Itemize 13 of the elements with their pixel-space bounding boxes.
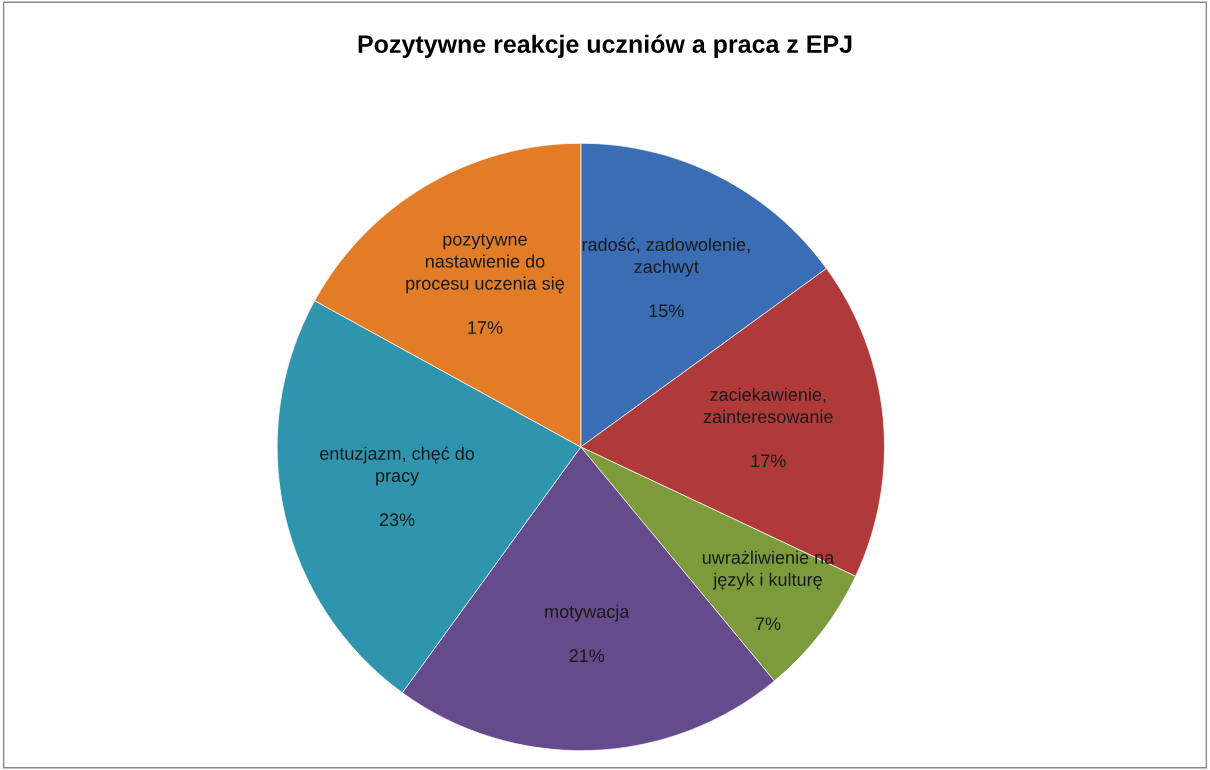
chart-title: Pozytywne reakcje uczniów a praca z EPJ bbox=[358, 34, 852, 58]
data-label: 17% bbox=[751, 454, 786, 468]
slice-label: zaciekawienie, zainteresowanie bbox=[703, 387, 833, 424]
slice-label: radość, zadowolenie, zachwyt bbox=[582, 237, 750, 277]
slice-label: motywacja bbox=[545, 604, 630, 622]
data-label: 23% bbox=[379, 513, 415, 527]
data-label: 21% bbox=[569, 649, 605, 663]
slice-label: pozytywne nastawienie do procesu uczenia się bbox=[406, 233, 564, 294]
data-label: 17% bbox=[468, 321, 503, 334]
data-label: 7% bbox=[755, 617, 781, 631]
slice-label: uwrażliwienie na język i kulturę bbox=[702, 550, 835, 590]
slice-label: entuzjazm, chęć do pracy bbox=[320, 446, 475, 486]
data-label: 15% bbox=[649, 304, 684, 318]
